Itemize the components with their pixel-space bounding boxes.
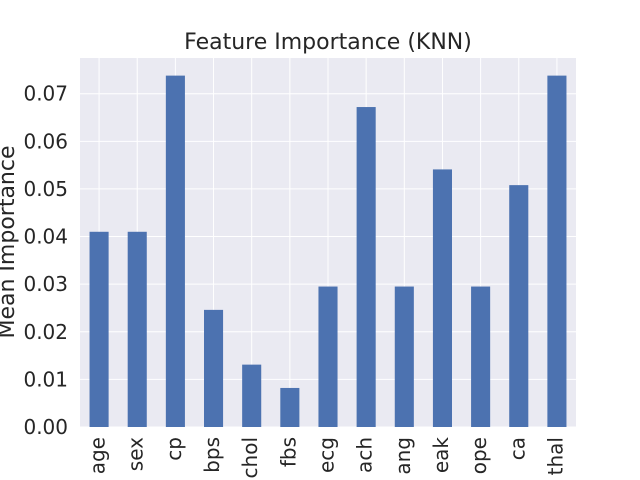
- bars: [89, 75, 567, 428]
- bar-cp: [165, 75, 185, 428]
- chart-title: Feature Importance (KNN): [184, 30, 472, 55]
- x-tick-label: cp: [162, 437, 186, 461]
- y-tick-label: 0.04: [23, 225, 68, 249]
- x-tick-label: ecg: [315, 437, 339, 473]
- y-tick-label: 0.02: [23, 320, 68, 344]
- x-tick-label: ope: [467, 437, 491, 474]
- bar-sex: [127, 231, 147, 427]
- x-tick-label: ca: [505, 437, 529, 460]
- x-tick-label: ang: [391, 437, 415, 475]
- x-tick-label: ach: [353, 437, 377, 473]
- bar-ach: [356, 107, 376, 427]
- bar-ca: [509, 185, 529, 427]
- bar-fbs: [280, 387, 300, 427]
- x-tick-label: eak: [429, 437, 453, 474]
- y-tick-label: 0.03: [23, 272, 68, 296]
- y-tick-label: 0.00: [23, 415, 68, 439]
- x-tick-label: sex: [124, 437, 148, 471]
- y-tick-label: 0.01: [23, 367, 68, 391]
- x-tick-labels: age sex cp bps chol fbs ecg ach ang eak ope ca thal: [86, 437, 568, 479]
- bar-ang: [394, 286, 414, 427]
- x-tick-label: fbs: [276, 437, 300, 467]
- x-tick-label: chol: [238, 437, 262, 478]
- bar-age: [89, 231, 109, 427]
- bar-ope: [471, 286, 491, 427]
- y-tick-label: 0.07: [23, 82, 68, 106]
- bar-thal: [547, 75, 567, 428]
- y-axis-label: Mean Importance: [0, 145, 20, 338]
- bar-eak: [432, 169, 452, 428]
- x-tick-label: age: [86, 437, 110, 474]
- y-tick-label: 0.06: [23, 129, 68, 153]
- y-tick-label: 0.05: [23, 177, 68, 201]
- bar-bps: [204, 309, 224, 427]
- bar-chol: [242, 364, 262, 427]
- y-tick-labels: 0.00 0.01 0.02 0.03 0.04 0.05 0.06 0.07: [23, 82, 68, 439]
- x-tick-label: thal: [543, 437, 567, 475]
- bar-ecg: [318, 286, 338, 427]
- x-tick-label: bps: [200, 437, 224, 473]
